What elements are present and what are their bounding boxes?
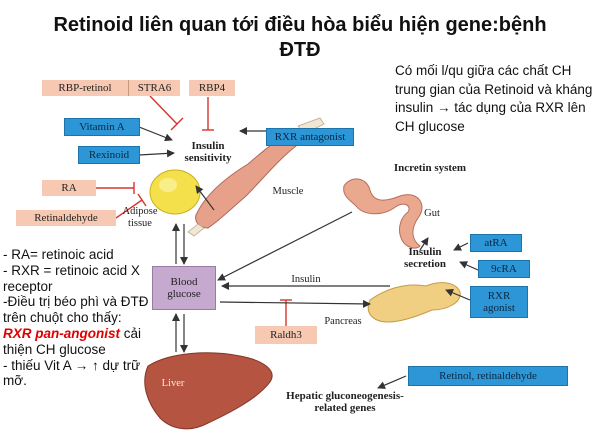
arrow-9cra	[459, 261, 479, 271]
arrow-rxr-agonist	[445, 289, 471, 301]
gut-shape	[343, 178, 423, 249]
arrow-rexinoid	[138, 149, 175, 158]
inhibition-lines	[96, 95, 292, 326]
box-9cra: 9cRA	[478, 260, 530, 278]
box-rxr-antagonist: RXR antagonist	[266, 128, 354, 146]
muscle-bone-lower	[187, 223, 205, 237]
inhibit-retinaldehyde	[115, 199, 143, 219]
label-pancreas: Pancreas	[324, 316, 362, 327]
box-atra: atRA	[470, 234, 522, 252]
label-adipose-tissue: Adipose tissue	[122, 206, 158, 229]
label-gut: Gut	[424, 208, 440, 219]
title-line-1: Retinoid liên quan tới điều hòa biểu hiệ…	[53, 14, 547, 36]
note-treatment: -Điều trị béo phì và ĐTĐ trên chuột cho …	[3, 294, 153, 357]
left-notes: - RA= retinoic acid - RXR = retinoic aci…	[3, 247, 153, 389]
arrow-blood-pancreas	[219, 299, 371, 308]
pancreas-shape	[367, 282, 461, 323]
note-vitamin-a: - thiếu Vit A → ↑ dự trữ mỡ.	[3, 357, 141, 389]
box-raldh3: Raldh3	[255, 326, 317, 344]
label-muscle: Muscle	[272, 186, 304, 197]
box-ra: RA	[42, 180, 96, 196]
note-ra: - RA= retinoic acid	[3, 247, 114, 262]
arrow-retinol-hepatic	[377, 375, 407, 389]
label-hepatic-genes: Hepatic gluconeogenesis-related genes	[286, 390, 404, 414]
arrow-gut-secretion	[419, 237, 429, 251]
note-rxr: - RXR = retinoic acid X receptor	[3, 262, 140, 294]
arrow-muscle-sens	[195, 185, 215, 211]
label-insulin-sensitivity: Insulin sensitivity	[184, 140, 232, 164]
arrow-gut-blood	[217, 211, 353, 281]
title-line-2: ĐTĐ	[279, 39, 321, 61]
arrow-vitamin-a	[138, 126, 173, 142]
note-treatment-end: cải thiện CH glucose	[3, 325, 142, 357]
label-incretin-system: Incretin system	[393, 162, 467, 174]
box-vitamin-a: Vitamin A	[64, 118, 140, 136]
note-treatment-text: -Điều trị béo phì và ĐTĐ trên chuột cho …	[3, 294, 149, 326]
liver-shape	[144, 352, 273, 430]
box-rexinoid: Rexinoid	[78, 146, 140, 164]
summary-note: Có mối l/qu giữa các chất CH trung gian …	[395, 63, 593, 134]
adipose-highlight	[159, 178, 177, 192]
label-insulin-secretion: Insulin secretion	[404, 246, 446, 270]
box-retinol-retinaldehyde: Retinol, retinaldehyde	[408, 366, 568, 386]
box-rbp4: RBP4	[189, 80, 235, 96]
box-rxr-agonist: RXR agonist	[470, 286, 528, 318]
box-blood-glucose: Blood glucose	[152, 266, 216, 310]
label-insulin: Insulin	[291, 274, 321, 285]
box-stra6: STRA6	[128, 80, 180, 96]
box-rbp-retinol: RBP-retinol	[42, 80, 128, 96]
inhibit-stra6	[149, 95, 178, 125]
activation-arrows	[138, 126, 479, 389]
box-retinaldehyde: Retinaldehyde	[16, 210, 116, 226]
arrow-atra	[453, 242, 469, 251]
note-emphasis: RXR pan-angonist	[3, 325, 120, 341]
slide-title: Retinoid liên quan tới điều hòa biểu hiệ…	[0, 13, 600, 63]
label-liver: Liver	[161, 378, 185, 389]
